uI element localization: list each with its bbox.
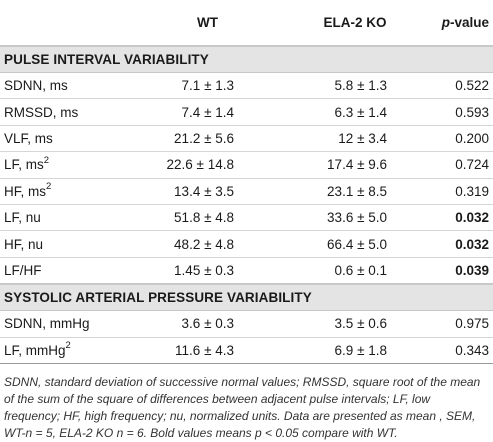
p-value-cell: 0.343 (410, 337, 493, 364)
row-label-text: RMSSD, ms (4, 104, 79, 120)
table-row: VLF, ms 21.2 ± 5.6 12 ± 3.4 0.200 (0, 125, 493, 153)
row-label-text: SDNN, mmHg (4, 316, 90, 332)
table-row: SDNN, ms 7.1 ± 1.3 5.8 ± 1.3 0.522 (0, 72, 493, 100)
row-label-superscript: 2 (43, 154, 50, 166)
header-p-value: p-value (410, 0, 493, 47)
row-label-text: VLF, ms (4, 130, 53, 146)
p-value-cell: 0.032 (410, 204, 493, 232)
ko-value-cell: 33.6 ± 5.0 (270, 204, 410, 232)
wt-value-cell: 7.1 ± 1.3 (115, 72, 270, 100)
p-value-cell: 0.039 (410, 257, 493, 285)
table-body: PULSE INTERVAL VARIABILITY SDNN, ms 7.1 ± … (0, 45, 493, 364)
table-header: WT ELA-2 KO p-value (0, 0, 493, 47)
section-header-row: SYSTOLIC ARTERIAL PRESSURE VARIABILITY (0, 283, 493, 312)
ko-value-cell: 23.1 ± 8.5 (270, 178, 410, 205)
row-label-superscript: 2 (46, 181, 52, 193)
p-value-cell: 0.975 (410, 310, 493, 338)
header-row: WT ELA-2 KO p-value (0, 0, 493, 47)
ko-value-cell: 6.9 ± 1.8 (270, 337, 410, 364)
section-header-row: PULSE INTERVAL VARIABILITY (0, 45, 493, 73)
row-label-superscript: 2 (65, 340, 71, 352)
row-label-text: HF, ms (4, 183, 46, 199)
wt-value-cell: 3.6 ± 0.3 (115, 310, 270, 338)
ko-value-cell: 12 ± 3.4 (270, 125, 410, 153)
row-label: LF, mmHg2 (0, 337, 115, 364)
table-footnote: SDNN, standard deviation of successive n… (4, 374, 481, 440)
row-label: LF/HF (0, 257, 115, 285)
p-value-cell: 0.724 (410, 151, 493, 179)
wt-value-cell: 13.4 ± 3.5 (115, 178, 270, 205)
table-row: LF/HF 1.45 ± 0.3 0.6 ± 0.1 0.039 (0, 257, 493, 285)
row-label-text: LF, nu (4, 210, 41, 226)
variability-table: WT ELA-2 KO p-value PULSE INTERVAL VARIA… (0, 0, 493, 364)
header-wt: WT (115, 0, 270, 47)
ko-value-cell: 3.5 ± 0.6 (270, 310, 410, 338)
p-value-cell: 0.032 (410, 230, 493, 258)
table-row: LF, ms2 22.6 ± 14.8 17.4 ± 9.6 0.724 (0, 151, 493, 179)
row-label-text: LF, mmHg (4, 342, 66, 358)
row-label: HF, nu (0, 230, 115, 258)
header-label-cell (0, 0, 115, 47)
p-value-cell: 0.522 (410, 72, 493, 100)
row-label: HF, ms2 (0, 178, 115, 205)
p-value-cell: 0.319 (410, 178, 493, 205)
p-value-cell: 0.593 (410, 98, 493, 126)
table-row: HF, ms2 13.4 ± 3.5 23.1 ± 8.5 0.319 (0, 178, 493, 205)
row-label-text: SDNN, ms (4, 78, 68, 94)
row-label: SDNN, mmHg (0, 310, 115, 338)
p-value-cell: 0.200 (410, 125, 493, 153)
wt-value-cell: 21.2 ± 5.6 (115, 125, 270, 153)
wt-value-cell: 48.2 ± 4.8 (115, 230, 270, 258)
row-label-text: LF, ms (4, 157, 44, 173)
row-label: SDNN, ms (0, 72, 115, 100)
ko-value-cell: 0.6 ± 0.1 (270, 257, 410, 285)
row-label-text: HF, nu (4, 236, 44, 252)
row-label: VLF, ms (0, 125, 115, 153)
row-label-text: LF/HF (4, 262, 42, 278)
row-label: LF, nu (0, 204, 115, 232)
section-title: SYSTOLIC ARTERIAL PRESSURE VARIABILITY (0, 283, 493, 312)
section-title: PULSE INTERVAL VARIABILITY (0, 45, 493, 73)
header-ela2-ko: ELA-2 KO (270, 0, 410, 47)
header-p-italic: p (441, 15, 450, 30)
row-label: LF, ms2 (0, 151, 115, 179)
header-p-rest: -value (449, 15, 489, 30)
wt-value-cell: 1.45 ± 0.3 (115, 257, 270, 285)
ko-value-cell: 6.3 ± 1.4 (270, 98, 410, 126)
wt-value-cell: 51.8 ± 4.8 (115, 204, 270, 232)
ko-value-cell: 5.8 ± 1.3 (270, 72, 410, 100)
wt-value-cell: 22.6 ± 14.8 (115, 151, 270, 179)
table-row: SDNN, mmHg 3.6 ± 0.3 3.5 ± 0.6 0.975 (0, 310, 493, 338)
table-row: LF, mmHg2 11.6 ± 4.3 6.9 ± 1.8 0.343 (0, 337, 493, 364)
ko-value-cell: 17.4 ± 9.6 (270, 151, 410, 179)
wt-value-cell: 11.6 ± 4.3 (115, 337, 270, 364)
row-label: RMSSD, ms (0, 98, 115, 126)
table-row: HF, nu 48.2 ± 4.8 66.4 ± 5.0 0.032 (0, 230, 493, 258)
wt-value-cell: 7.4 ± 1.4 (115, 98, 270, 126)
table-row: RMSSD, ms 7.4 ± 1.4 6.3 ± 1.4 0.593 (0, 98, 493, 126)
ko-value-cell: 66.4 ± 5.0 (270, 230, 410, 258)
table-row: LF, nu 51.8 ± 4.8 33.6 ± 5.0 0.032 (0, 204, 493, 232)
